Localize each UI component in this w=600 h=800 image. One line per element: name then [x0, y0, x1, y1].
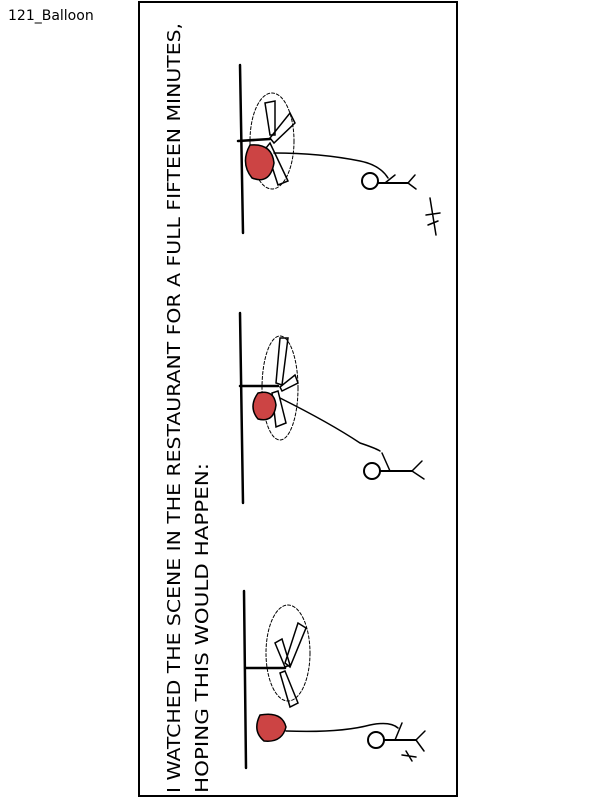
fan-blade-middle-1 — [275, 337, 289, 387]
figure-arm-bottom — [394, 722, 403, 741]
fan-blade-top-1 — [269, 111, 296, 145]
scene-top — [236, 63, 441, 236]
fan-blur-middle — [261, 335, 299, 441]
caption-line-2: HOPING THIS WOULD HAPPEN: — [192, 463, 213, 793]
comic-drawing: I WATCHED THE SCENE IN THE RESTAURANT FO… — [164, 23, 441, 793]
figure-arm-middle — [381, 452, 391, 472]
comic-panel: I WATCHED THE SCENE IN THE RESTAURANT FO… — [138, 1, 458, 797]
balloon-top — [244, 144, 275, 181]
mount-top — [236, 137, 272, 143]
balloon-middle — [252, 391, 277, 421]
file-label: 121_Balloon — [8, 8, 94, 24]
string-bottom — [285, 722, 399, 733]
string-top — [273, 152, 389, 179]
fan-blur-top — [249, 92, 295, 190]
fan-blade-bottom-2 — [279, 670, 299, 709]
scribble-top — [425, 197, 441, 236]
pole-middle — [238, 311, 245, 505]
figure-head-middle — [363, 462, 381, 480]
fan-blade-top-2 — [265, 141, 290, 186]
pole-top — [238, 63, 245, 235]
figure-legs-bottom — [401, 750, 417, 762]
fan-blade-middle-3 — [279, 373, 299, 393]
pole-bottom — [242, 589, 248, 770]
figure-head-bottom — [367, 731, 385, 749]
figure-head-top — [361, 172, 379, 190]
scene-middle — [238, 311, 425, 505]
caption-line-1: I WATCHED THE SCENE IN THE RESTAURANT FO… — [164, 23, 185, 793]
figure-arm-top — [384, 174, 396, 184]
fan-blade-top-3 — [264, 100, 276, 136]
fan-blade-bottom-3 — [274, 637, 291, 668]
scene-bottom — [242, 589, 426, 770]
balloon-bottom — [256, 713, 287, 742]
fan-blade-middle-2 — [271, 390, 287, 429]
string-middle — [279, 397, 381, 452]
